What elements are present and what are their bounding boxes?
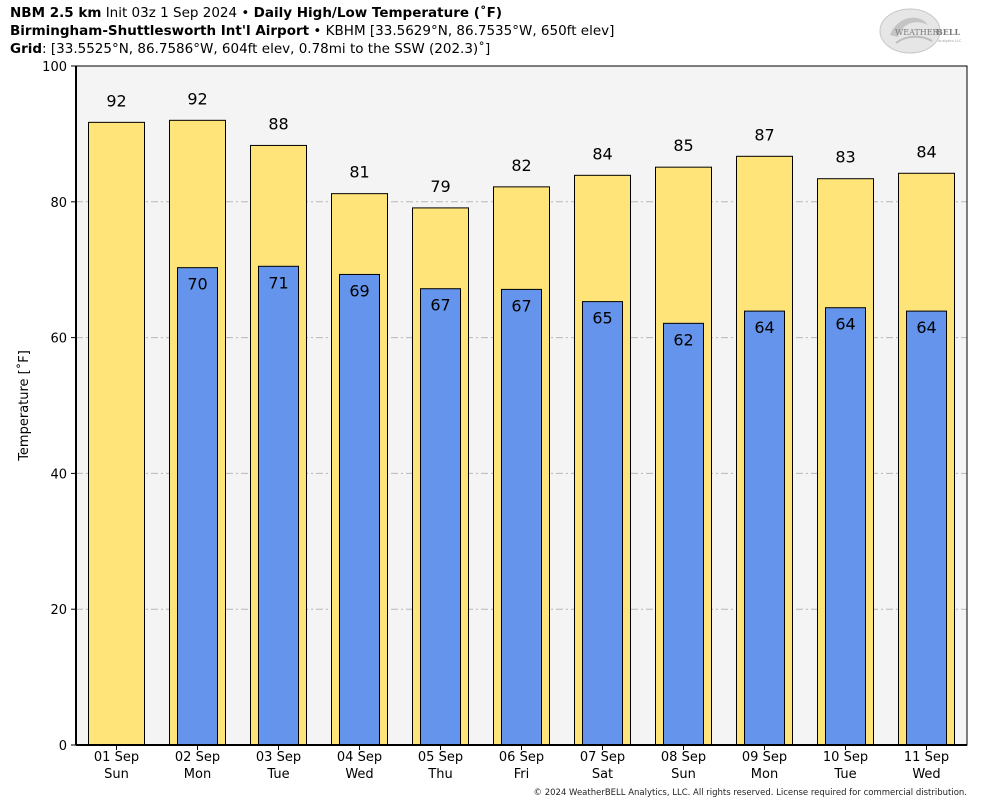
high-bar — [88, 121, 145, 746]
x-tick-label-day: Sun — [104, 767, 129, 782]
y-tick-label: 100 — [42, 60, 67, 75]
low-value-label: 64 — [754, 318, 774, 337]
bullet: • — [313, 23, 322, 39]
x-tick-label-date: 03 Sep — [256, 750, 301, 765]
x-tick-label-date: 07 Sep — [580, 750, 625, 765]
high-value-label: 81 — [349, 163, 369, 182]
logo-text-weather: WEATHER — [895, 28, 940, 37]
x-tick-label-day: Sat — [592, 767, 613, 782]
x-tick-label-date: 05 Sep — [418, 750, 463, 765]
low-bar — [501, 288, 542, 746]
weatherbell-logo: WEATHER BELL Analytics LLC — [879, 8, 962, 54]
x-tick-label-date: 09 Sep — [742, 750, 787, 765]
high-value-label: 84 — [592, 144, 612, 163]
high-value-label: 92 — [106, 91, 126, 110]
low-bar — [663, 322, 704, 746]
low-value-label: 65 — [592, 309, 612, 328]
x-tick-label-date: 06 Sep — [499, 750, 544, 765]
high-value-label: 79 — [430, 177, 450, 196]
high-value-label: 92 — [187, 89, 207, 108]
high-value-label: 83 — [835, 148, 855, 167]
low-value-label: 70 — [187, 275, 207, 294]
x-tick-label-date: 10 Sep — [823, 750, 868, 765]
high-value-label: 84 — [916, 142, 936, 161]
x-tick-label-day: Wed — [912, 767, 940, 782]
grid-label: Grid — [10, 41, 43, 57]
low-value-label: 67 — [430, 296, 450, 315]
y-tick-label: 20 — [50, 603, 67, 618]
high-value-label: 87 — [754, 125, 774, 144]
low-value-label: 64 — [916, 318, 936, 337]
logo-subtext: Analytics LLC — [938, 39, 962, 43]
grid-line: Grid: [33.5525°N, 86.7586°W, 604ft elev,… — [10, 41, 490, 58]
low-value-label: 69 — [349, 281, 369, 300]
y-tick-label: 40 — [50, 467, 67, 482]
logo-text-bell: BELL — [936, 27, 960, 37]
high-value-label: 85 — [673, 136, 693, 155]
copyright-footer: © 2024 WeatherBELL Analytics, LLC. All r… — [533, 788, 967, 798]
value-labels: 92 92 70 88 71 81 69 79 67 82 67 84 65 85 62 87 64 83 64 84… — [106, 89, 936, 349]
high-value-label: 88 — [268, 114, 288, 133]
y-axis-label: Temperature [˚F] — [16, 350, 32, 462]
bars — [88, 119, 955, 746]
station-name: Birmingham-Shuttlesworth Int'l Airport — [10, 23, 310, 39]
station-info: KBHM [33.5629°N, 86.7535°W, 650ft elev] — [325, 23, 615, 39]
x-tick-label-day: Fri — [514, 767, 530, 782]
high-value-label: 82 — [511, 156, 531, 175]
low-bar — [744, 310, 785, 746]
y-tick-label: 0 — [59, 739, 67, 754]
low-bar — [906, 310, 947, 746]
x-tick-label-day: Thu — [427, 767, 452, 782]
low-bar — [420, 288, 461, 746]
x-tick-label-day: Mon — [184, 767, 211, 782]
x-tick-label-day: Sun — [671, 767, 696, 782]
low-bar — [825, 307, 866, 746]
low-value-label: 67 — [511, 296, 531, 315]
y-tick-label: 80 — [50, 196, 67, 211]
x-tick-label-day: Wed — [345, 767, 373, 782]
low-value-label: 64 — [835, 315, 855, 334]
low-bar — [339, 273, 380, 746]
x-tick-label-day: Mon — [751, 767, 778, 782]
x-tick-label-date: 08 Sep — [661, 750, 706, 765]
x-tick-label-date: 04 Sep — [337, 750, 382, 765]
low-bar — [582, 301, 623, 746]
x-tick-label-day: Tue — [266, 767, 289, 782]
title-line: NBM 2.5 km Init 03z 1 Sep 2024 • Daily H… — [10, 5, 502, 22]
low-bar — [258, 265, 299, 746]
product-title: Daily High/Low Temperature (˚F) — [253, 5, 503, 21]
grid-info: : [33.5525°N, 86.7586°W, 604ft elev, 0.7… — [42, 41, 491, 57]
init-time: Init 03z 1 Sep 2024 — [105, 5, 238, 21]
bullet: • — [241, 5, 250, 21]
y-tick-label: 60 — [50, 332, 67, 347]
low-bar — [177, 267, 218, 746]
x-tick-label-date: 01 Sep — [94, 750, 139, 765]
x-tick-label-day: Tue — [833, 767, 856, 782]
station-line: Birmingham-Shuttlesworth Int'l Airport •… — [10, 23, 614, 40]
x-tick-label-date: 11 Sep — [904, 750, 949, 765]
low-value-label: 71 — [268, 273, 288, 292]
axes: 0 20 40 60 80 100 01 Sep Sun 02 Sep Mon 03 Sep Tue 0… — [42, 60, 968, 782]
model-name: NBM 2.5 km — [10, 5, 102, 21]
x-tick-label-date: 02 Sep — [175, 750, 220, 765]
low-value-label: 62 — [673, 330, 693, 349]
